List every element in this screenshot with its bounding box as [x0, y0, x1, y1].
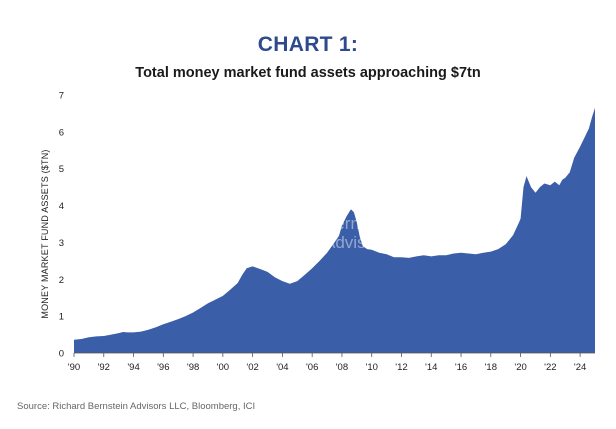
watermark-line-1: Richard — [324, 195, 383, 214]
x-tick-label: '92 — [98, 362, 110, 373]
y-tick-label: 2 — [59, 275, 64, 286]
watermark-logo-box — [240, 193, 302, 256]
x-tick-label: '04 — [276, 362, 288, 373]
money-market-assets-area — [74, 107, 595, 354]
chart-subtitle: Total money market fund assets approachi… — [135, 65, 481, 81]
y-tick-label: 7 — [59, 91, 64, 102]
x-tick-label: '06 — [306, 362, 318, 373]
y-axis-ticks: 0 1 2 3 4 5 6 7 — [59, 91, 64, 360]
x-tick-label: '98 — [187, 362, 199, 373]
watermark-logo: RBA — [242, 214, 298, 244]
x-tick-label: '96 — [157, 362, 169, 373]
y-axis-label: MONEY MARKET FUND ASSETS ($TN) — [40, 149, 50, 318]
chart-title: CHART 1: — [257, 33, 359, 56]
x-tick-label: '02 — [246, 362, 258, 373]
y-tick-label: 0 — [59, 349, 64, 360]
source-note: Source: Richard Bernstein Advisors LLC, … — [17, 401, 256, 412]
x-tick-label: '90 — [68, 362, 80, 373]
watermark: RBA Richard Bernstein Advisors — [240, 193, 396, 256]
x-tick-label: '00 — [217, 362, 229, 373]
y-tick-label: 3 — [59, 238, 64, 249]
x-tick-label: '24 — [574, 362, 586, 373]
y-tick-label: 4 — [59, 201, 64, 212]
x-tick-label: '12 — [395, 362, 407, 373]
x-tick-label: '16 — [455, 362, 467, 373]
x-tick-label: '20 — [514, 362, 526, 373]
x-axis-ticks: '90 '92 '94 '96 '98 '00 '02 '04 '06 '08 '10 '12 '14 '… — [68, 353, 586, 373]
x-tick-label: '10 — [366, 362, 378, 373]
x-tick-label: '94 — [127, 362, 139, 373]
x-tick-label: '18 — [485, 362, 497, 373]
x-tick-label: '22 — [544, 362, 556, 373]
y-tick-label: 5 — [59, 164, 64, 175]
x-tick-label: '08 — [336, 362, 348, 373]
watermark-line-3: Advisors — [324, 233, 389, 252]
y-tick-label: 1 — [59, 312, 64, 323]
x-tick-label: '14 — [425, 362, 437, 373]
area-chart: MONEY MARKET FUND ASSETS ($TN) 01234567 … — [40, 91, 595, 373]
y-tick-label: 6 — [59, 127, 64, 138]
watermark-line-2: Bernstein — [324, 214, 396, 233]
